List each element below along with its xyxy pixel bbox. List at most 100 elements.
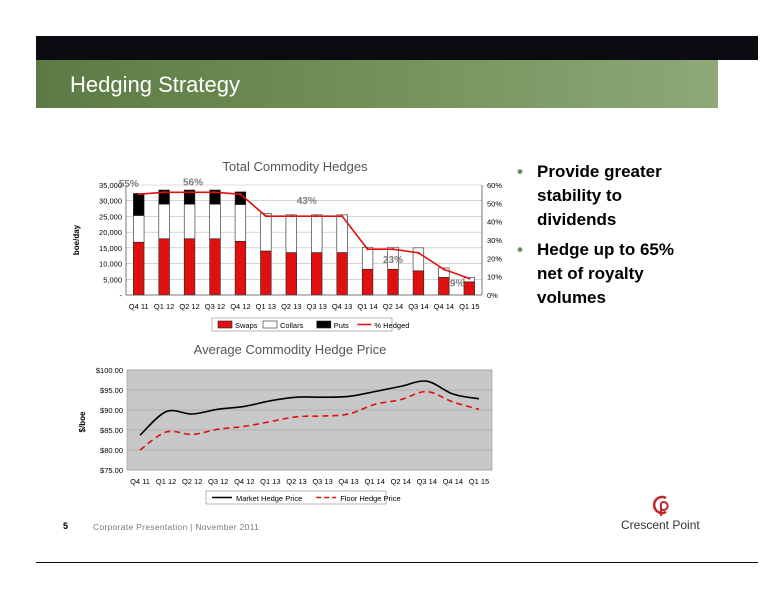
chart1-x-tick-label: Q1 13 [256, 302, 276, 311]
chart1-y-tick-label: 25,000 [99, 212, 122, 221]
chart1-legend-swatch [262, 320, 278, 329]
chart1-bar-swaps [183, 238, 196, 296]
chart2-legend-label: Market Hedge Price [236, 494, 302, 503]
chart1-hedged-point [315, 214, 318, 218]
title-bar-end [718, 60, 758, 108]
chart1-bar-swaps [438, 277, 450, 296]
chart1-hedged-point [366, 247, 369, 251]
chart1-hedged-polyline [138, 191, 470, 280]
chart2-gridlines [127, 369, 492, 471]
bullet-item: • Hedge up to 65% net of royalty volumes [515, 238, 695, 310]
chart2-x-tick-label: Q4 11 [130, 477, 150, 486]
chart1-bar-swaps [209, 238, 221, 296]
chart1-bar-collars [438, 267, 450, 278]
chart1-bar-collars [387, 246, 399, 270]
chart1-bar-swaps [133, 241, 145, 296]
chart2-y-tick-label: $75.00 [100, 466, 123, 475]
chart1-bar-puts [158, 189, 170, 205]
chart1-x-tick-label: Q3 13 [306, 302, 326, 311]
chart1-x-tick-label: Q1 15 [459, 302, 479, 311]
chart2-y-tick-label: $90.00 [100, 406, 123, 415]
chart1-x-tick-label: Q4 13 [332, 302, 352, 311]
chart2-legend-box [205, 490, 387, 505]
chart1-y-tick-label: 15,000 [99, 244, 122, 253]
bullet-icon: • [517, 240, 523, 259]
chart1-bar-collars [311, 214, 323, 253]
chart2-x-tick-label: Q1 15 [469, 477, 489, 486]
company-name: Crescent Point [621, 518, 700, 532]
chart1-y2-tick-label: 10% [487, 273, 502, 282]
chart1-data-label: 23% [383, 255, 403, 266]
chart1-bar-swaps [311, 252, 323, 296]
chart1-bar-collars [361, 246, 374, 270]
chart2-x-tick-label: Q4 14 [443, 477, 463, 486]
chart2-y-tick-label: $95.00 [100, 386, 123, 395]
company-logo: Crescent Point [621, 495, 721, 535]
chart1-hedged-point [239, 192, 242, 196]
chart1-bar-puts [209, 189, 221, 205]
chart1-x-tick-label: Q3 14 [408, 302, 428, 311]
chart1-data-label: 55% [119, 179, 139, 190]
chart2-x-tick-label: Q2 12 [182, 477, 202, 486]
chart1-bar-swaps [412, 270, 425, 296]
bullet-text: Provide greater stability to dividends [537, 162, 662, 229]
chart2-legend-label: Floor Hedge Price [340, 494, 400, 503]
chart2-x-tick-label: Q1 12 [156, 477, 176, 486]
chart1-bars [133, 189, 475, 296]
chart2-x-tick-label: Q3 14 [417, 477, 437, 486]
chart1-bar-collars [133, 215, 145, 243]
chart1-legend-swatch [316, 320, 332, 329]
chart1-hedged-point [213, 191, 217, 194]
chart1-y-tick-label: 10,000 [99, 260, 122, 269]
chart1-bar-swaps [260, 250, 272, 296]
chart1-bar-swaps [336, 252, 348, 296]
chart1-legend: Swaps Collars Puts % Hedged [211, 317, 409, 332]
chart1-bar-collars [336, 214, 348, 253]
chart2-lines [139, 380, 480, 451]
slide-content-area [36, 108, 758, 562]
chart1-legend-swatch [217, 320, 233, 329]
chart1-bar-swaps [285, 252, 297, 296]
chart1-x-tick-label: Q4 14 [434, 302, 454, 311]
bullet-list: • Provide greater stability to dividends… [515, 160, 695, 316]
chart2-x-tick-label: Q2 14 [391, 477, 411, 486]
chart1-y2-tick-label: 40% [487, 218, 502, 227]
chart1-bar-collars [412, 247, 425, 272]
chart1-y2-tick-label: 20% [487, 254, 502, 263]
chart1-y2-tick-label: 60% [487, 181, 502, 190]
bullet-item: • Provide greater stability to dividends [515, 160, 695, 232]
title-bar [36, 60, 718, 108]
chart1-bar-swaps [387, 268, 399, 296]
chart1-hedged-point [391, 247, 395, 251]
chart2-x-tick-label: Q4 12 [234, 477, 254, 486]
chart1-bar-collars [183, 203, 196, 240]
chart1-hedged-point [442, 268, 446, 271]
chart1-hedged-point [188, 191, 191, 194]
chart1-y-tick-label: 20,000 [99, 228, 122, 237]
chart1-y-tick-label: 30,000 [99, 197, 122, 206]
chart1-x-tick-label: Q4 11 [129, 302, 149, 311]
chart1-y2-tick-label: 50% [487, 199, 502, 208]
chart1-hedged-point [417, 251, 420, 255]
chart1-y-axis-label: boe/day [72, 224, 81, 255]
chart1-hedged-point [340, 214, 344, 218]
chart2-y-tick-label: $85.00 [100, 426, 123, 435]
chart1-data-label: 56% [183, 177, 203, 188]
chart1-x-tick-label: Q3 12 [205, 302, 225, 311]
chart1-bar-swaps [158, 238, 170, 296]
chart1-hedged-point [468, 277, 471, 280]
slide-title: Hedging Strategy [70, 72, 240, 97]
chart2-y-axis-label: $/boe [78, 411, 87, 432]
chart2-x-tick-label: Q1 13 [260, 477, 280, 486]
chart1-x-tick-label: Q2 13 [281, 302, 301, 311]
chart1-bar-collars [209, 203, 221, 240]
chart1-axes: - 5,000 10,000 15,000 20,000 25,000 30,000 35,0… [99, 181, 502, 311]
chart1-annotations: 55% 56% 43% 23% 9% [119, 177, 465, 289]
bullet-text: Hedge up to 65% net of royalty volumes [537, 240, 674, 307]
chart2-y-tick-label: $80.00 [100, 446, 123, 455]
chart2-x-tick-label: Q2 13 [286, 477, 306, 486]
chart1-x-tick-label: Q1 14 [357, 302, 377, 311]
chart2-x-tick-label: Q3 13 [312, 477, 332, 486]
chart1-bar-collars [234, 204, 247, 242]
